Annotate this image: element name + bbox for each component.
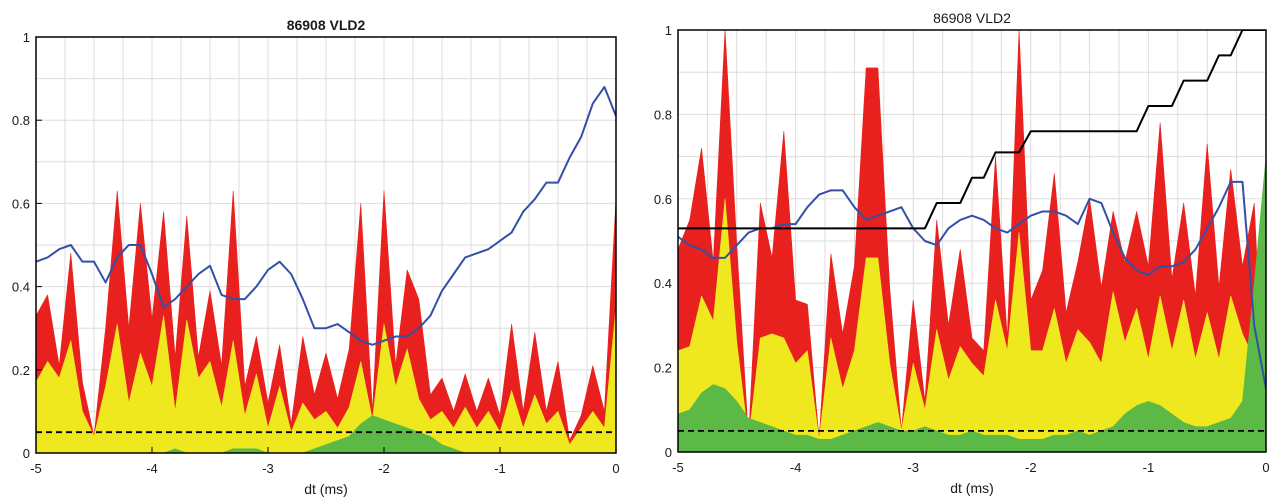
blue-line <box>36 85 616 346</box>
y-tick-label: 0 <box>23 446 30 461</box>
y-tick-label: 0.8 <box>654 107 672 122</box>
yellow-area <box>678 198 1266 452</box>
y-tick-label: 0.2 <box>12 363 30 378</box>
x-tick-label: -1 <box>494 461 506 476</box>
y-tick-label: 0.4 <box>12 280 30 295</box>
chart-title: 86908 VLD2 <box>933 10 1011 26</box>
y-tick-label: 0.6 <box>12 196 30 211</box>
x-tick-label: -4 <box>146 461 158 476</box>
axes: -5 -4 -3 -2 -1 0 0 0.2 0.4 0.6 0.8 1 <box>654 23 1270 475</box>
blue-line <box>678 180 1266 389</box>
y-tick-label: 0.8 <box>12 113 30 128</box>
y-tick-label: 0 <box>665 445 672 460</box>
x-tick-label: -5 <box>30 461 42 476</box>
yellow-area <box>36 307 616 453</box>
plot-frame <box>677 29 1267 453</box>
x-axis-label: dt (ms) <box>950 480 994 496</box>
x-tick-label: -3 <box>907 460 919 475</box>
plot-area <box>678 30 1266 452</box>
x-tick-label: -2 <box>378 461 390 476</box>
plot-area <box>36 85 616 453</box>
y-tick-label: 0.6 <box>654 192 672 207</box>
y-tick-label: 1 <box>23 30 30 45</box>
x-tick-label: -1 <box>1143 460 1155 475</box>
x-tick-label: -4 <box>790 460 802 475</box>
x-tick-label: -2 <box>1025 460 1037 475</box>
plot-frame <box>35 36 617 454</box>
x-tick-label: 0 <box>1262 460 1269 475</box>
green-area <box>36 415 616 453</box>
y-tick-label: 1 <box>665 23 672 38</box>
black-step-line <box>678 30 1266 230</box>
chart-panel-1: -5 -4 -3 -2 -1 0 0 0.2 0.4 0.6 0.8 1 dt (ms) 86908 VL… <box>12 17 620 497</box>
x-axis-label: dt (ms) <box>304 481 348 497</box>
y-tick-label: 0.4 <box>654 276 672 291</box>
x-tick-label: -3 <box>262 461 274 476</box>
green-area <box>678 156 1266 452</box>
x-tick-label: -5 <box>672 460 684 475</box>
x-tick-label: 0 <box>612 461 619 476</box>
axes: -5 -4 -3 -2 -1 0 0 0.2 0.4 0.6 0.8 1 <box>12 30 620 476</box>
y-tick-label: 0.2 <box>654 361 672 376</box>
chart-panel-2: -5 -4 -3 -2 -1 0 0 0.2 0.4 0.6 0.8 1 dt (ms) 86908 VL… <box>654 10 1270 496</box>
chart-title: 86908 VLD2 <box>287 17 366 33</box>
